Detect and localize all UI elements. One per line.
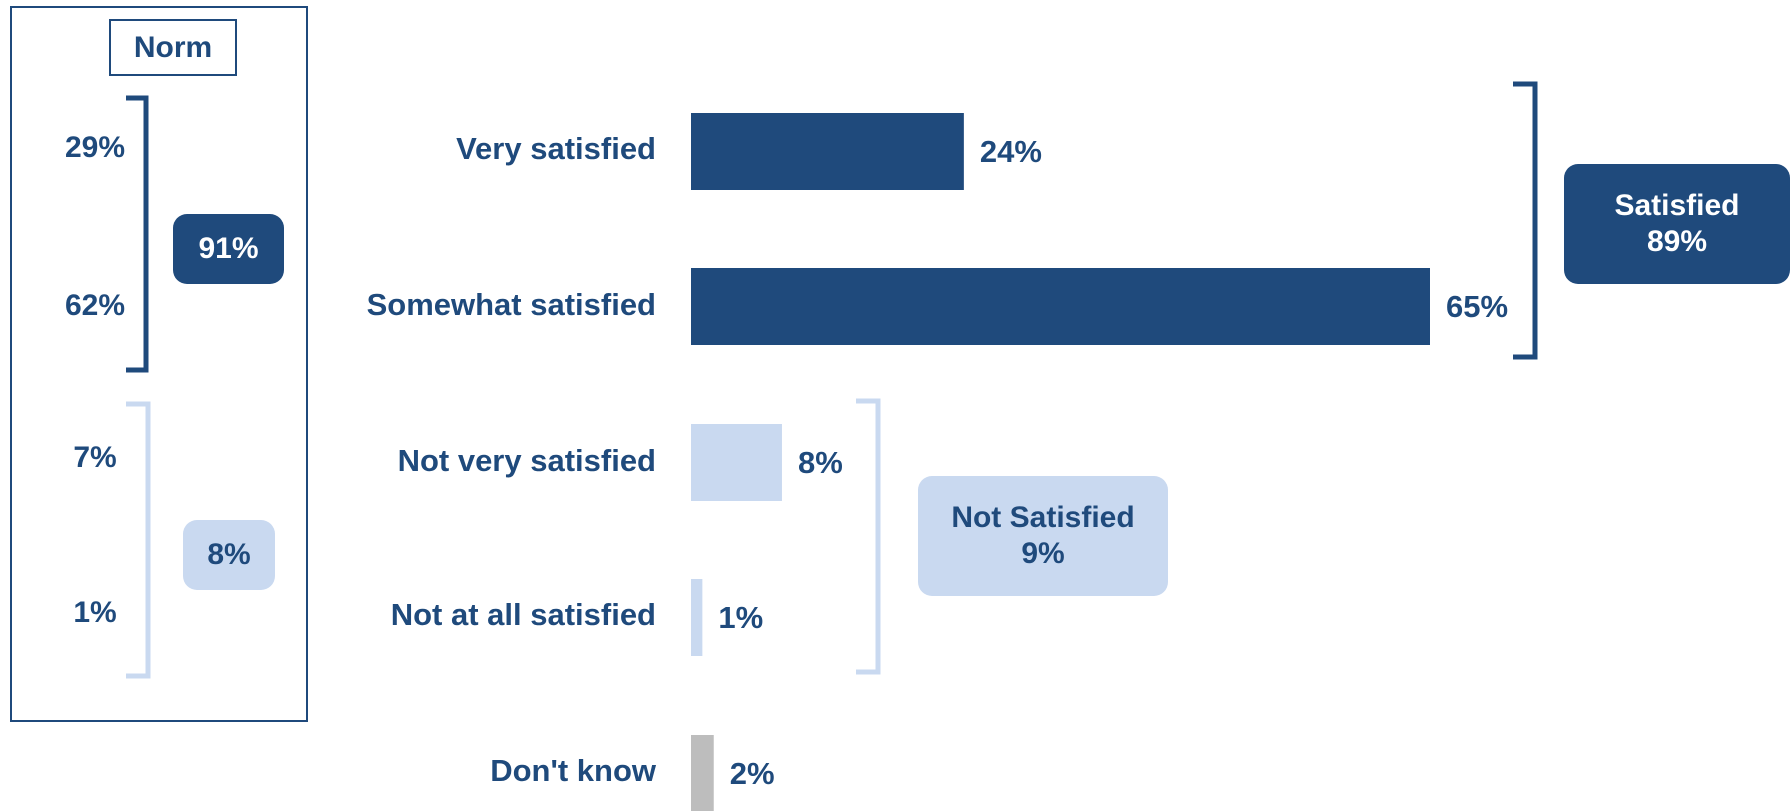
category-label: Very satisfied	[456, 131, 656, 166]
norm-not-at-all-satisfied-value: 1%	[73, 596, 117, 629]
bar	[691, 268, 1430, 345]
satisfied-bracket	[1513, 81, 1538, 360]
norm-satisfied-bracket	[126, 95, 149, 373]
category-label: Somewhat satisfied	[366, 287, 656, 322]
value-label: 2%	[729, 755, 775, 791]
satisfied-badge-label: Satisfied	[1614, 189, 1740, 222]
not-satisfied-badge-value: 9%	[1021, 537, 1065, 570]
bar	[691, 735, 714, 811]
norm-satisfied-badge: 91%	[173, 214, 284, 284]
norm-not-very-satisfied-value: 7%	[73, 441, 117, 474]
category-label: Not very satisfied	[397, 443, 656, 478]
norm-panel	[10, 6, 308, 722]
not-satisfied-badge-label: Not Satisfied	[951, 501, 1135, 534]
value-label: 8%	[797, 444, 843, 480]
norm-not-satisfied-badge: 8%	[183, 520, 275, 590]
category-label: Not at all satisfied	[390, 597, 656, 632]
norm-somewhat-satisfied-value: 62%	[64, 289, 126, 322]
bar	[691, 579, 703, 656]
value-label: 65%	[1446, 288, 1509, 324]
value-label: 1%	[718, 599, 764, 635]
norm-not-satisfied-bracket	[126, 401, 151, 679]
bars-group	[691, 113, 1430, 811]
not-satisfied-bracket	[856, 398, 881, 675]
not-satisfied-badge: Not Satisfied 9%	[918, 476, 1168, 596]
satisfied-badge-value: 89%	[1646, 225, 1708, 258]
bar	[691, 424, 782, 501]
norm-title: Norm	[109, 19, 237, 76]
category-label: Don't know	[490, 753, 656, 788]
value-label: 24%	[979, 133, 1042, 169]
bar	[691, 113, 964, 190]
satisfied-badge: Satisfied 89%	[1564, 164, 1790, 284]
norm-very-satisfied-value: 29%	[64, 131, 126, 164]
